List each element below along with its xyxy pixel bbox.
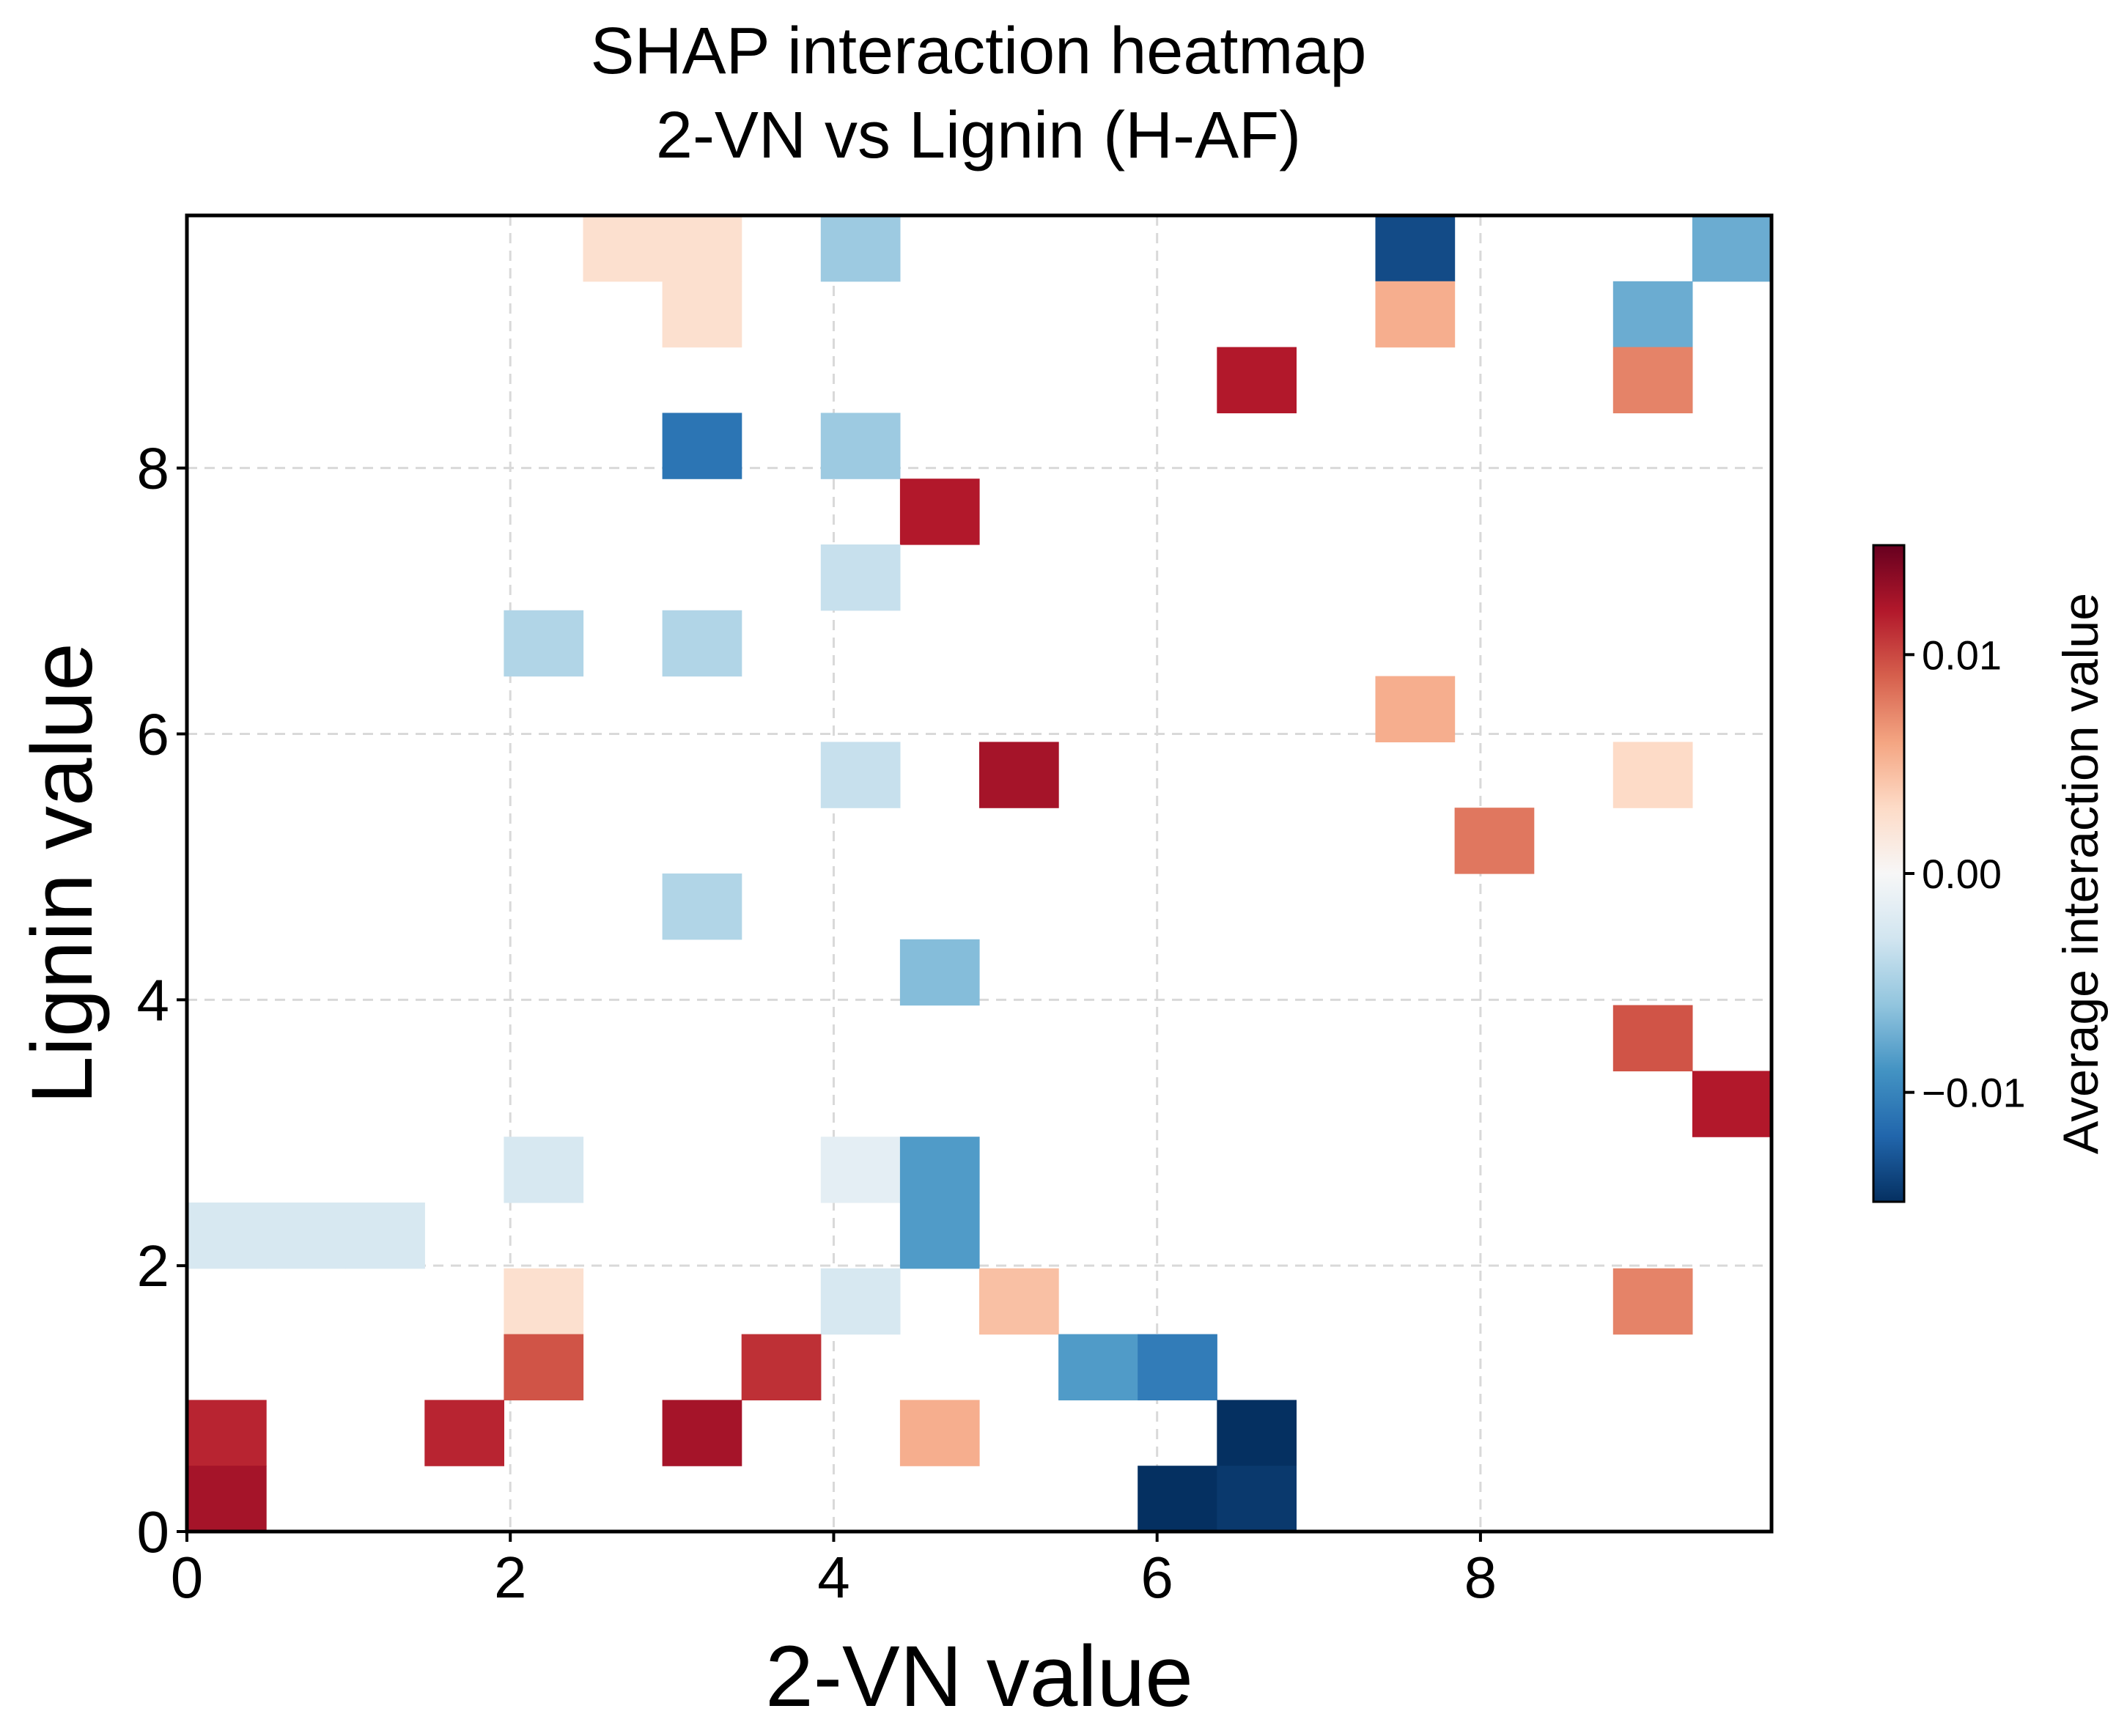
colorbar: −0.01 0.00 0.01 Average interaction value [1872, 544, 2109, 1203]
heatmap-cell-10 [662, 413, 742, 479]
heatmap-cell-4 [1692, 215, 1772, 282]
colorbar-tick-label-1: 0.00 [1922, 851, 2002, 897]
colorbar-tick-label-2: 0.01 [1922, 632, 2002, 678]
colorbar-label: Average interaction value [2053, 593, 2109, 1154]
heatmap-cell-45 [187, 1466, 267, 1532]
heatmap-cell-5 [662, 281, 742, 348]
heatmap-cell-15 [662, 610, 742, 677]
heatmap-cell-20 [1454, 808, 1535, 874]
heatmap-cell-22 [899, 939, 980, 1006]
heatmap-cell-38 [1058, 1334, 1138, 1400]
heatmap-cell-11 [820, 413, 901, 479]
heatmap-cell-44 [1217, 1400, 1297, 1466]
heatmap-cell-3 [1375, 215, 1456, 282]
y-tick-label-1: 2 [137, 1233, 170, 1299]
heatmap-cell-29 [266, 1203, 346, 1269]
y-tick-label-4: 8 [137, 436, 170, 501]
heatmap-cell-0 [583, 215, 663, 282]
heatmap-cell-31 [899, 1203, 980, 1269]
heatmap-cell-16 [1375, 676, 1456, 742]
heatmap-cell-39 [1138, 1334, 1217, 1400]
chart-title-line-1: SHAP interaction heatmap [591, 15, 1367, 88]
colorbar-gradient [1873, 545, 1904, 1202]
heatmap-cell-25 [504, 1137, 584, 1203]
y-axis-ticks: 0 2 4 6 8 [137, 436, 187, 1565]
heatmap-cell-34 [979, 1268, 1059, 1335]
colorbar-ticks: −0.01 0.00 0.01 [1904, 632, 2026, 1116]
heatmap-cell-12 [899, 479, 980, 545]
heatmap-cell-9 [1612, 347, 1693, 413]
heatmap-cell-30 [345, 1203, 425, 1269]
heatmap-cell-47 [1217, 1466, 1297, 1532]
x-tick-label-0: 0 [171, 1545, 204, 1610]
heatmap-cell-41 [424, 1400, 504, 1466]
heatmap-cell-1 [662, 215, 742, 282]
heatmap-cell-40 [187, 1400, 267, 1466]
heatmap-cell-2 [820, 215, 901, 282]
heatmap-cell-27 [899, 1137, 980, 1203]
heatmap-cell-13 [820, 544, 901, 611]
heatmap-cell-26 [820, 1137, 901, 1203]
y-axis-label: Lignin value [14, 643, 111, 1104]
x-axis-ticks: 0 2 4 6 8 [171, 1532, 1497, 1610]
heatmap-cell-37 [741, 1334, 822, 1400]
heatmap-cells [187, 215, 1772, 1532]
heatmap-cell-46 [1138, 1466, 1217, 1532]
heatmap-cell-32 [504, 1268, 584, 1335]
y-tick-label-2: 4 [137, 967, 170, 1033]
heatmap-cell-36 [504, 1334, 584, 1400]
y-tick-label-0: 0 [137, 1499, 170, 1565]
heatmap-cell-7 [1612, 281, 1693, 348]
heatmap-cell-28 [187, 1203, 267, 1269]
heatmap-cell-24 [1692, 1071, 1772, 1137]
x-axis-label: 2-VN value [765, 1628, 1193, 1725]
chart-title-line-2: 2-VN vs Lignin (H-AF) [656, 99, 1301, 172]
plot-frame [185, 213, 1774, 1534]
x-tick-label-2: 4 [817, 1545, 850, 1610]
heatmap-cell-23 [1612, 1005, 1693, 1071]
heatmap-cell-33 [820, 1268, 901, 1335]
heatmap-cell-18 [979, 742, 1059, 808]
heatmap-cell-14 [504, 610, 584, 677]
heatmap-cell-42 [662, 1400, 742, 1466]
y-tick-label-3: 6 [137, 702, 170, 767]
heatmap-cell-17 [820, 742, 901, 808]
heatmap-cell-19 [1612, 742, 1693, 808]
heatmap-cell-8 [1217, 347, 1297, 413]
heatmap-cell-6 [1375, 281, 1456, 348]
heatmap-cell-43 [899, 1400, 980, 1466]
x-tick-label-3: 6 [1140, 1545, 1173, 1610]
x-tick-label-1: 2 [494, 1545, 527, 1610]
x-tick-label-4: 8 [1464, 1545, 1497, 1610]
heatmap-cell-35 [1612, 1268, 1693, 1335]
heatmap-cell-21 [662, 873, 742, 940]
colorbar-tick-label-0: −0.01 [1922, 1070, 2026, 1116]
